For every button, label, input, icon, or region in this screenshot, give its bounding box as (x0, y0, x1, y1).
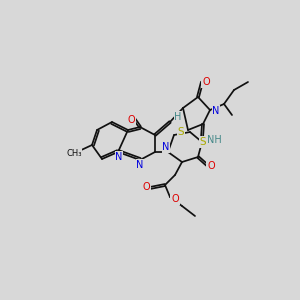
Text: S: S (178, 127, 184, 137)
Text: H: H (174, 112, 182, 122)
Text: N: N (162, 142, 170, 152)
Text: O: O (202, 77, 210, 87)
Text: O: O (171, 194, 179, 204)
Text: NH: NH (207, 135, 221, 145)
Text: S: S (200, 137, 206, 147)
Text: CH₃: CH₃ (66, 148, 82, 158)
Text: N: N (212, 106, 220, 116)
Text: N: N (115, 152, 123, 162)
Text: O: O (207, 161, 215, 171)
Text: O: O (127, 115, 135, 125)
Text: O: O (142, 182, 150, 192)
Text: N: N (136, 160, 144, 170)
